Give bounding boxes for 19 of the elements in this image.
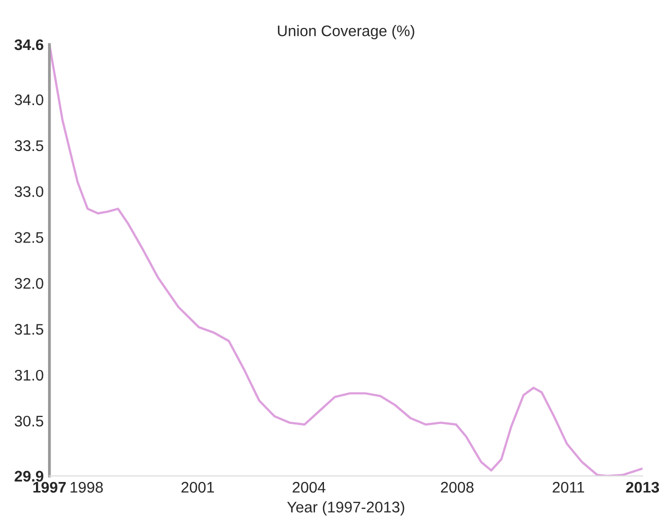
x-axis-title: Year (1997-2013) <box>287 501 404 516</box>
y-tick-label: 33.5 <box>14 140 44 152</box>
x-tick-label: 1997 <box>33 482 66 493</box>
x-tick-label: 1998 <box>70 482 103 493</box>
y-tick-label: 30.5 <box>14 416 44 427</box>
y-tick-label: 31.0 <box>14 370 44 381</box>
y-tick-label: 33.0 <box>14 186 44 198</box>
chart-title: Union Coverage (%) <box>278 25 414 40</box>
y-tick-label: 32.0 <box>14 278 44 289</box>
y-tick-label: 32.5 <box>14 232 44 243</box>
x-tick-label: 2001 <box>181 482 214 493</box>
x-tick-label: 2008 <box>440 482 474 493</box>
y-tick-label: 34.6 <box>14 39 44 50</box>
y-tick-label: 29.9 <box>14 470 44 482</box>
y-tick-label: 31.5 <box>14 324 44 335</box>
y-tick-label: 34.0 <box>14 94 44 106</box>
x-tick-label: 2004 <box>292 482 326 493</box>
x-tick-label: 2011 <box>552 482 584 493</box>
x-tick-label: 2013 <box>626 482 659 493</box>
